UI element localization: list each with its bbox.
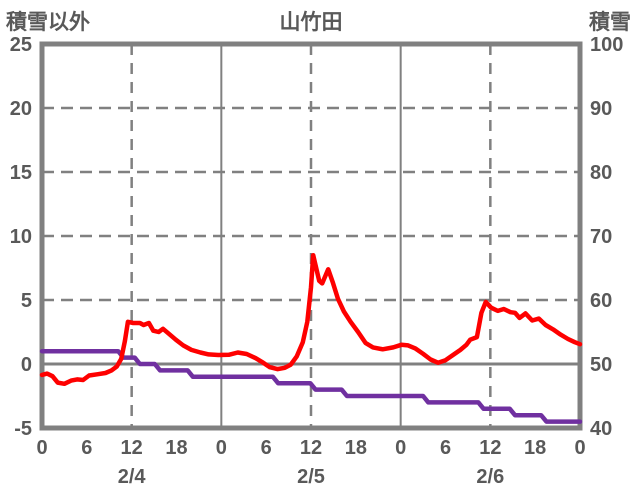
- x-axis-hour-label: 12: [479, 437, 501, 459]
- left-axis-title: 積雪以外: [6, 11, 90, 34]
- x-axis-hour-label: 18: [524, 437, 546, 459]
- x-axis-hour-label: 6: [261, 437, 272, 459]
- x-axis-date-label: 2/6: [476, 466, 504, 488]
- x-axis-date-label: 2/5: [297, 466, 325, 488]
- left-axis-tick-label: 15: [10, 162, 32, 184]
- left-axis-tick-label: 0: [21, 354, 32, 376]
- x-axis-hour-label: 0: [574, 437, 585, 459]
- left-axis-tick-label: 25: [10, 34, 32, 56]
- x-axis-hour-label: 0: [395, 437, 406, 459]
- plot-border: [39, 41, 583, 431]
- x-axis-hour-label: 6: [81, 437, 92, 459]
- left-axis-tick-label: 10: [10, 226, 32, 248]
- left-axis-tick-label: -5: [14, 418, 32, 440]
- right-axis-tick-label: 60: [590, 290, 612, 312]
- right-axis-tick-label: 70: [590, 226, 612, 248]
- x-axis-date-label: 2/4: [118, 466, 147, 488]
- right-axis-tick-label: 100: [590, 34, 623, 56]
- right-axis-tick-label: 50: [590, 354, 612, 376]
- right-axis-tick-label: 80: [590, 162, 612, 184]
- x-axis-hour-label: 12: [300, 437, 322, 459]
- x-axis-hour-label: 12: [121, 437, 143, 459]
- x-axis-hour-label: 0: [216, 437, 227, 459]
- x-axis-hour-label: 0: [36, 437, 47, 459]
- x-axis-hour-label: 6: [440, 437, 451, 459]
- right-axis-tick-label: 90: [590, 98, 612, 120]
- x-axis-hour-label: 18: [165, 437, 187, 459]
- left-axis-tick-label: 20: [10, 98, 32, 120]
- left-axis-tick-label: 5: [21, 290, 32, 312]
- right-axis-title: 積雪: [589, 11, 631, 34]
- non-snow-value-line: [39, 252, 583, 387]
- snow-depth-line: [39, 348, 583, 424]
- x-axis-hour-label: 18: [345, 437, 367, 459]
- chart-title: 山竹田: [279, 11, 343, 34]
- right-axis-tick-label: 40: [590, 418, 612, 440]
